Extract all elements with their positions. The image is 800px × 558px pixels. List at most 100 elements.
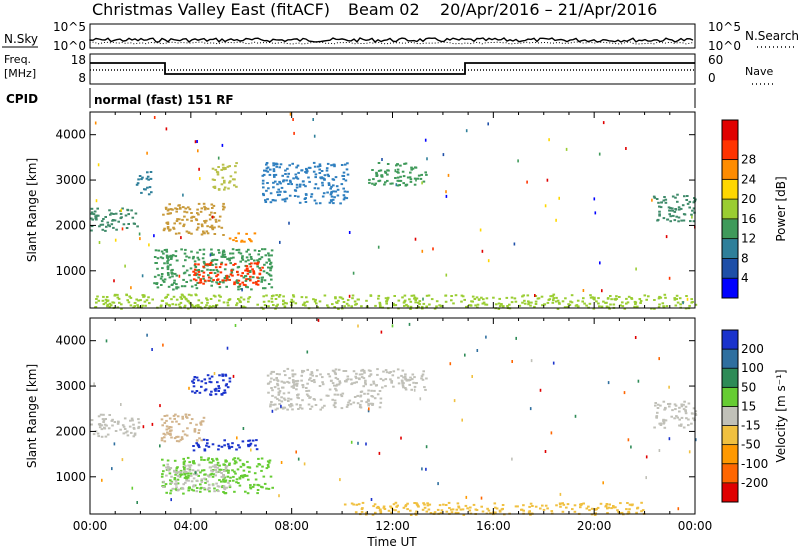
echo-cell bbox=[341, 174, 344, 177]
echo-cell bbox=[673, 219, 677, 222]
echo-cell bbox=[115, 228, 118, 231]
echo-cell bbox=[111, 301, 114, 304]
echo-cell bbox=[252, 281, 255, 284]
echo-cell bbox=[251, 276, 255, 279]
echo-cell bbox=[182, 223, 186, 226]
freq-tick-bottom: 8 bbox=[78, 71, 86, 85]
echo-cell bbox=[207, 274, 210, 277]
speckle-cell bbox=[544, 204, 547, 208]
echo-cell bbox=[250, 262, 253, 265]
echo-cell bbox=[222, 166, 225, 169]
speckle-cell bbox=[408, 322, 411, 326]
echo-cell bbox=[171, 420, 174, 423]
echo-cell bbox=[671, 409, 674, 412]
echo-cell bbox=[263, 304, 267, 307]
echo-cell bbox=[213, 490, 216, 493]
echo-cell bbox=[221, 373, 224, 376]
echo-cell bbox=[171, 487, 175, 490]
echo-cell bbox=[196, 251, 199, 254]
x-tick-label: 12:00 bbox=[375, 519, 410, 533]
colorbar-tick-label: -200 bbox=[741, 476, 768, 490]
echo-cell bbox=[630, 503, 633, 506]
echo-cell bbox=[169, 212, 172, 215]
echo-cell bbox=[209, 393, 212, 396]
echo-cell bbox=[397, 171, 400, 174]
echo-cell bbox=[223, 391, 227, 394]
echo-cell bbox=[282, 295, 285, 298]
echo-cell bbox=[267, 300, 271, 303]
echo-cell bbox=[102, 421, 105, 423]
echo-cell bbox=[685, 295, 688, 297]
echo-cell bbox=[183, 296, 186, 299]
echo-cell bbox=[287, 400, 290, 402]
echo-cell bbox=[173, 478, 177, 481]
y-tick-label: 2000 bbox=[55, 424, 86, 438]
echo-cell bbox=[342, 194, 346, 197]
echo-cell bbox=[396, 504, 399, 507]
echo-cell bbox=[283, 301, 287, 304]
echo-cell bbox=[480, 296, 483, 299]
echo-cell bbox=[363, 371, 366, 374]
echo-cell bbox=[149, 177, 153, 180]
echo-cell bbox=[226, 301, 229, 304]
echo-cell bbox=[255, 281, 258, 284]
echo-cell bbox=[669, 220, 672, 223]
echo-cell bbox=[271, 389, 274, 392]
echo-cell bbox=[183, 271, 187, 274]
echo-cell bbox=[116, 422, 120, 425]
echo-cell bbox=[97, 435, 100, 438]
echo-cell bbox=[661, 302, 665, 305]
echo-cell bbox=[163, 249, 167, 251]
echo-cell bbox=[639, 302, 642, 304]
echo-cell bbox=[286, 175, 290, 178]
echo-cell bbox=[292, 294, 295, 297]
echo-cell bbox=[105, 424, 108, 427]
echo-cell bbox=[673, 298, 677, 301]
echo-cell bbox=[566, 503, 570, 506]
echo-cell bbox=[234, 472, 237, 475]
echo-cell bbox=[522, 509, 525, 512]
speckle-cell bbox=[691, 215, 693, 219]
echo-cell bbox=[220, 393, 224, 396]
echo-cell bbox=[91, 218, 94, 221]
echo-cell bbox=[422, 502, 425, 505]
echo-cell bbox=[321, 376, 324, 379]
echo-cell bbox=[425, 377, 428, 380]
echo-cell bbox=[185, 281, 188, 283]
echo-cell bbox=[276, 384, 280, 387]
echo-cell bbox=[256, 483, 259, 486]
colorbar-tick-label: -100 bbox=[741, 457, 768, 471]
echo-cell bbox=[280, 186, 284, 189]
speckle-cell bbox=[487, 259, 490, 263]
echo-cell bbox=[281, 386, 285, 389]
echo-cell bbox=[605, 301, 608, 304]
echo-cell bbox=[203, 449, 207, 452]
echo-cell bbox=[358, 373, 362, 376]
echo-cell bbox=[361, 501, 365, 504]
echo-cell bbox=[225, 469, 228, 472]
echo-cell bbox=[179, 301, 183, 304]
echo-region-echo-g bbox=[192, 261, 264, 287]
echo-cell bbox=[329, 379, 333, 382]
echo-cell bbox=[282, 300, 285, 303]
echo-cell bbox=[527, 303, 530, 306]
echo-cell bbox=[521, 295, 524, 298]
speckle-cell bbox=[288, 221, 290, 225]
echo-cell bbox=[379, 304, 382, 307]
nave-label: Nave bbox=[745, 65, 773, 78]
echo-cell bbox=[197, 469, 200, 472]
echo-cell bbox=[674, 404, 678, 407]
echo-cell bbox=[372, 380, 375, 383]
echo-cell bbox=[173, 437, 177, 440]
echo-cell bbox=[96, 295, 99, 298]
echo-cell bbox=[174, 413, 177, 416]
echo-cell bbox=[413, 502, 416, 504]
echo-cell bbox=[262, 192, 265, 195]
echo-cell bbox=[689, 220, 692, 223]
echo-cell bbox=[249, 442, 253, 445]
echo-cell bbox=[249, 265, 253, 268]
echo-cell bbox=[386, 298, 389, 301]
echo-cell bbox=[386, 163, 390, 165]
echo-cell bbox=[636, 507, 639, 510]
